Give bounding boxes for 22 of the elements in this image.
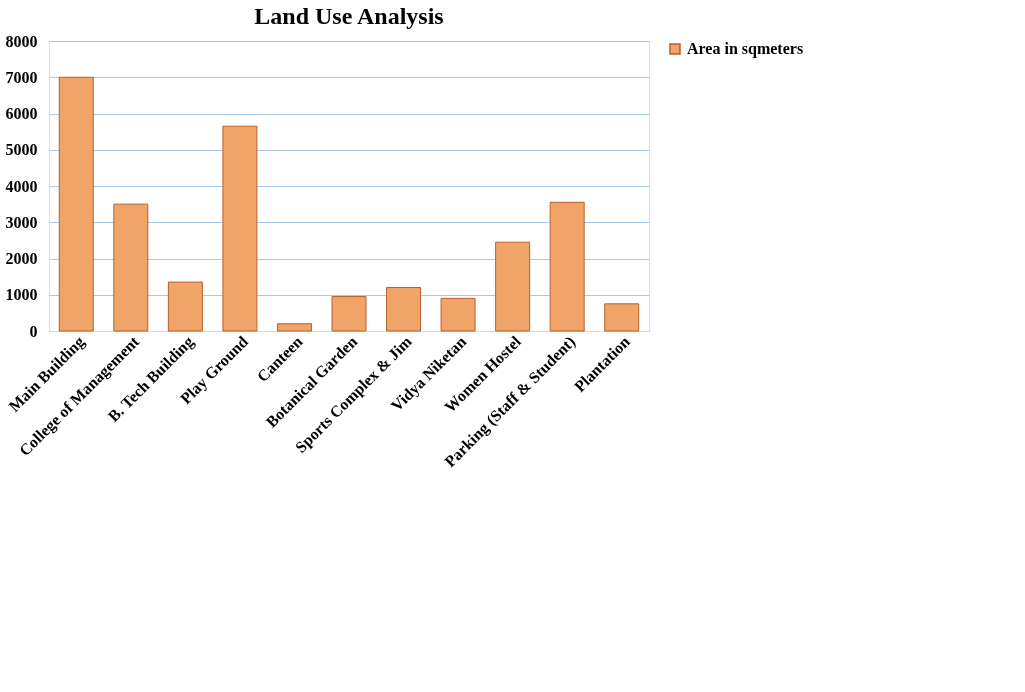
y-tick-label: 5000 — [5, 141, 38, 159]
y-tick-label: 1000 — [5, 286, 38, 304]
legend-label: Area in sqmeters — [687, 40, 804, 58]
y-tick-label: 7000 — [5, 68, 38, 86]
y-tick-label: 4000 — [5, 177, 38, 195]
y-tick-label: 0 — [29, 322, 38, 340]
y-tick-label: 6000 — [5, 105, 38, 122]
y-tick-label: 3000 — [5, 213, 38, 231]
bar — [276, 323, 312, 332]
bar — [331, 296, 367, 332]
bar — [58, 76, 94, 332]
y-tick-label: 2000 — [5, 250, 38, 267]
y-tick-label: 8000 — [5, 32, 38, 50]
bar — [222, 125, 258, 332]
bar — [495, 241, 531, 332]
bar — [167, 281, 203, 332]
bar — [386, 287, 422, 332]
chart-title: Land Use Analysis — [254, 3, 444, 29]
bar — [440, 297, 476, 332]
bar — [549, 201, 585, 332]
bar — [604, 303, 640, 332]
bar — [113, 203, 149, 332]
